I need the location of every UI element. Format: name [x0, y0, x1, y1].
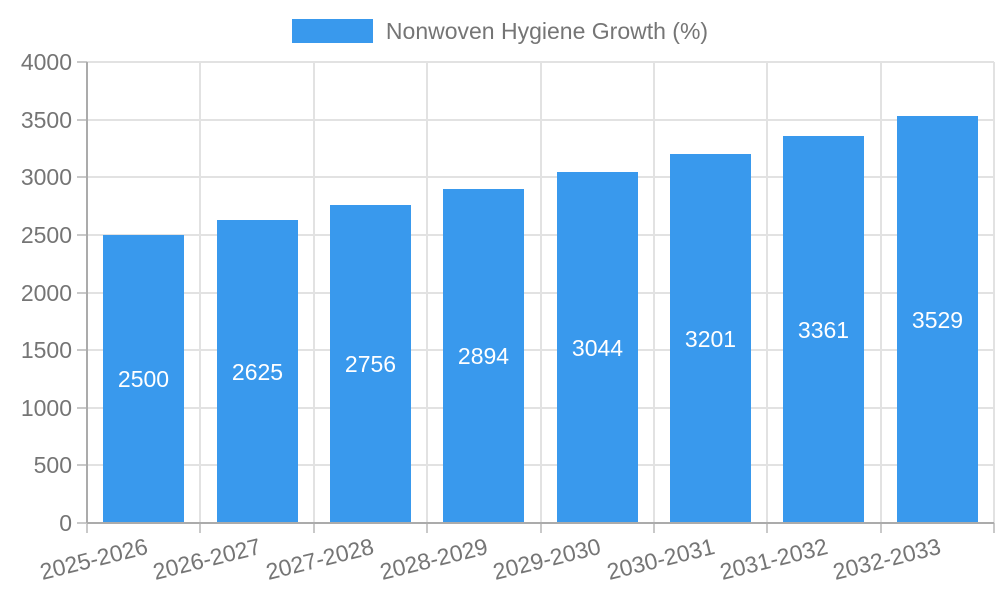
y-tick-mark: [77, 234, 87, 236]
x-axis-line: [87, 522, 994, 524]
x-tick-label: 2025-2026: [37, 533, 151, 585]
x-tick-mark: [86, 523, 88, 533]
y-tick-mark: [77, 176, 87, 178]
y-tick-mark: [77, 407, 87, 409]
y-tick-label: 0: [59, 510, 72, 536]
y-tick-label: 3500: [20, 107, 72, 133]
y-tick-mark: [77, 61, 87, 63]
y-axis-line: [86, 62, 88, 523]
bar[interactable]: [670, 154, 751, 523]
y-tick-label: 1000: [20, 395, 72, 421]
legend-item[interactable]: Nonwoven Hygiene Growth (%): [291, 17, 709, 45]
bar[interactable]: [783, 136, 864, 523]
y-tick-label: 500: [33, 452, 72, 478]
y-tick-label: 1500: [20, 337, 72, 363]
bar[interactable]: [443, 189, 524, 523]
y-tick-label: 3000: [20, 164, 72, 190]
x-tick-label: 2029-2030: [490, 533, 604, 585]
bar[interactable]: [897, 116, 978, 523]
legend: Nonwoven Hygiene Growth (%): [0, 17, 1000, 45]
v-gridline: [993, 62, 995, 523]
x-tick-label: 2027-2028: [263, 533, 377, 585]
v-gridline: [766, 62, 768, 523]
v-gridline: [540, 62, 542, 523]
y-tick-mark: [77, 349, 87, 351]
v-gridline: [426, 62, 428, 523]
x-tick-mark: [540, 523, 542, 533]
bar[interactable]: [330, 205, 411, 523]
y-tick-mark: [77, 464, 87, 466]
y-tick-label: 4000: [20, 49, 72, 75]
y-tick-mark: [77, 119, 87, 121]
bar[interactable]: [217, 220, 298, 523]
x-tick-mark: [880, 523, 882, 533]
v-gridline: [313, 62, 315, 523]
x-tick-label: 2030-2031: [604, 533, 718, 585]
x-tick-mark: [426, 523, 428, 533]
y-tick-label: 2000: [20, 280, 72, 306]
x-tick-mark: [993, 523, 995, 533]
x-tick-mark: [766, 523, 768, 533]
x-tick-label: 2028-2029: [377, 533, 491, 585]
v-gridline: [653, 62, 655, 523]
x-tick-label: 2032-2033: [830, 533, 944, 585]
x-tick-mark: [313, 523, 315, 533]
x-tick-label: 2026-2027: [150, 533, 264, 585]
x-tick-label: 2031-2032: [717, 533, 831, 585]
x-tick-mark: [199, 523, 201, 533]
bar[interactable]: [103, 235, 184, 523]
legend-swatch-icon: [291, 19, 373, 43]
x-tick-mark: [653, 523, 655, 533]
legend-label: Nonwoven Hygiene Growth (%): [385, 18, 709, 44]
y-tick-mark: [77, 292, 87, 294]
v-gridline: [199, 62, 201, 523]
v-gridline: [880, 62, 882, 523]
bar[interactable]: [557, 172, 638, 523]
y-tick-label: 2500: [20, 222, 72, 248]
y-tick-mark: [77, 522, 87, 524]
